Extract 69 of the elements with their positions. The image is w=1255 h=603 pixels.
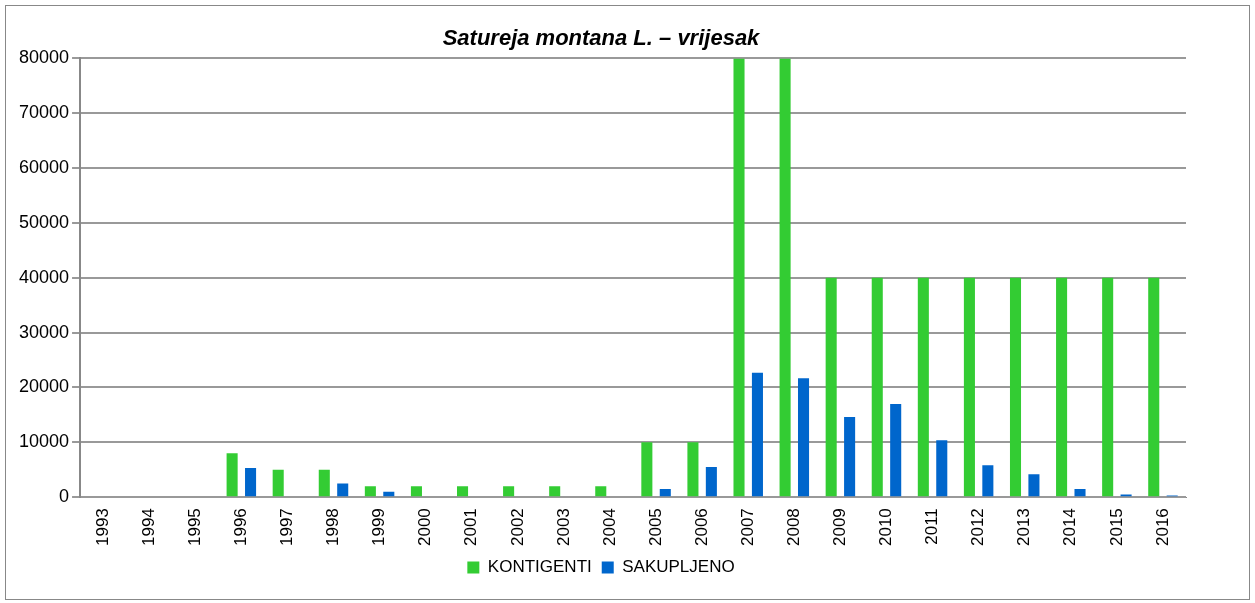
bar <box>318 469 330 497</box>
bar <box>733 58 745 497</box>
y-tick-label: 60000 <box>18 157 70 178</box>
bar <box>917 277 929 497</box>
x-tick-label: 2013 <box>1014 508 1034 547</box>
x-tick-label: 2008 <box>784 508 803 547</box>
bar <box>503 486 515 497</box>
bar <box>226 453 238 497</box>
bar <box>337 483 349 497</box>
bar <box>1028 474 1040 497</box>
x-tick-label: 2011 <box>922 508 942 545</box>
bar <box>549 486 561 497</box>
bar <box>705 467 717 497</box>
bar <box>1102 277 1114 497</box>
y-tick-label: 30000 <box>18 321 70 342</box>
bar <box>687 442 699 497</box>
bar <box>659 488 671 497</box>
chart-title: Satureja montana L. – vrijesak <box>442 25 762 51</box>
bar <box>890 403 902 497</box>
bar <box>936 440 948 497</box>
x-tick-label: 2015 <box>1106 508 1126 547</box>
y-tick-label: 50000 <box>18 211 70 232</box>
bar <box>641 442 653 497</box>
x-tick-label: 2005 <box>645 508 665 547</box>
bar <box>963 277 975 497</box>
bar <box>844 417 856 497</box>
x-tick-label: 2014 <box>1060 508 1080 547</box>
x-tick-label: 1994 <box>138 508 158 547</box>
x-tick-label: 2001 <box>461 508 481 547</box>
y-tick-label: 40000 <box>18 266 70 287</box>
x-tick-label: 1999 <box>369 508 389 547</box>
y-tick-label: 80000 <box>18 47 70 68</box>
x-tick-label: 2012 <box>968 508 988 547</box>
y-tick-label: 10000 <box>18 431 70 452</box>
y-tick-label: 0 <box>59 486 70 507</box>
y-tick-label: 20000 <box>18 376 70 397</box>
bar <box>751 372 763 497</box>
x-tick-label: 2002 <box>507 508 527 547</box>
y-tick-label: 70000 <box>18 102 70 123</box>
bar <box>779 58 791 497</box>
bar <box>1074 488 1086 497</box>
x-tick-label: 1993 <box>92 508 112 547</box>
bar <box>457 486 469 497</box>
x-tick-label: 2010 <box>876 508 896 547</box>
x-tick-label: 2000 <box>415 508 435 547</box>
bar <box>1009 277 1022 497</box>
bar <box>245 468 257 497</box>
x-tick-label: 2009 <box>830 508 850 547</box>
bar <box>1148 277 1160 497</box>
legend-label: KONTIGENTI <box>487 557 592 577</box>
bar <box>1056 277 1068 497</box>
bar <box>595 486 607 497</box>
bar <box>272 469 284 497</box>
x-tick-label: 2016 <box>1152 508 1172 547</box>
x-tick-label: 2007 <box>737 508 757 547</box>
x-tick-label: 2003 <box>553 508 573 547</box>
legend-label: SAKUPLJENO <box>622 557 735 577</box>
x-tick-label: 2006 <box>691 508 711 547</box>
x-tick-label: 2004 <box>599 508 619 547</box>
bar <box>825 277 837 497</box>
x-tick-label: 1998 <box>323 508 343 547</box>
x-tick-label: 1995 <box>184 508 204 547</box>
bar <box>364 486 376 497</box>
bar <box>982 465 994 497</box>
bar <box>410 486 422 497</box>
x-tick-label: 1996 <box>231 508 251 547</box>
bar <box>798 378 810 497</box>
x-tick-label: 1997 <box>277 508 297 547</box>
bar <box>871 277 883 497</box>
